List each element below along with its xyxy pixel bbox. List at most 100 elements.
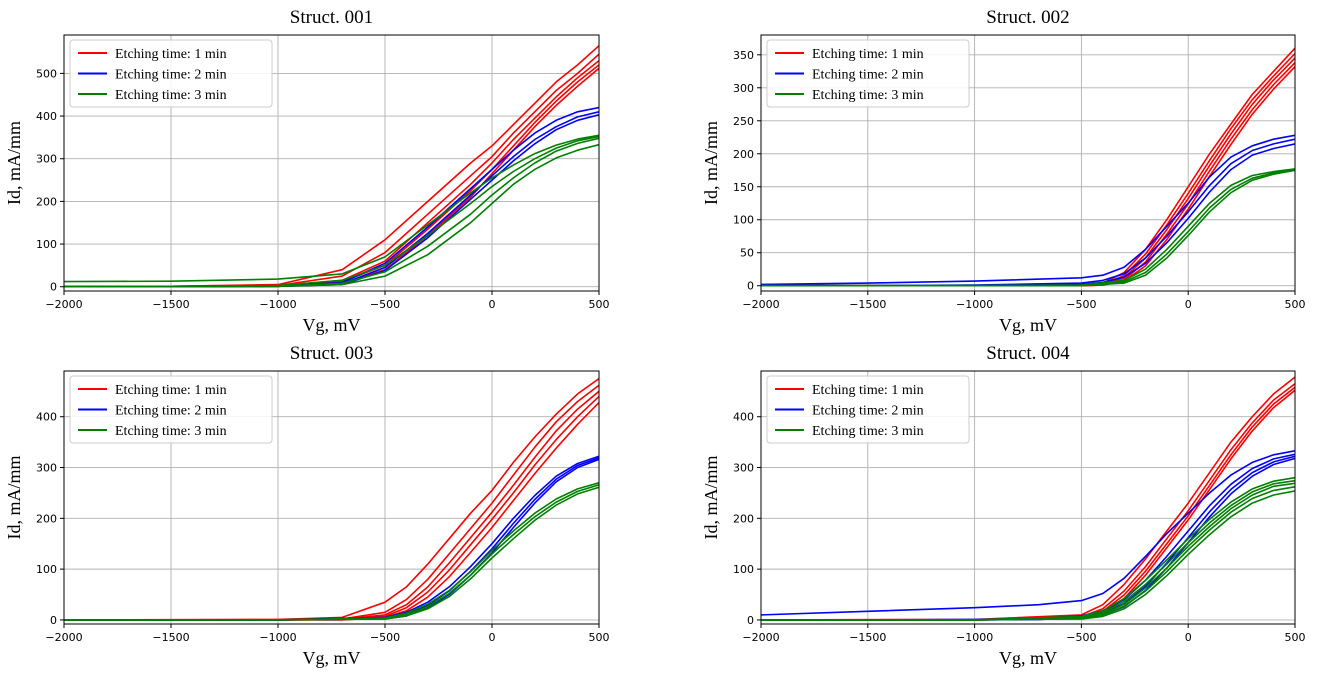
series-line — [64, 458, 599, 621]
chart-panel-2: −2000 −1500 −1000 −500 0 500 0 50 100 150 200 250 30… — [701, 7, 1306, 335]
x-tick-label: −1500 — [152, 631, 189, 644]
legend: Etching time: 1 min Etching time: 2 min Et… — [766, 39, 970, 108]
y-tick-label: 0 — [50, 614, 57, 627]
x-tick-label: 0 — [1185, 631, 1192, 644]
series-line — [761, 134, 1295, 286]
axes-frame — [63, 34, 600, 292]
x-tick-label: −1000 — [956, 298, 993, 311]
x-tick-label: 500 — [1285, 298, 1306, 311]
series-2 — [761, 450, 1295, 621]
series-line — [64, 455, 599, 621]
x-axis-label: Vg, mV — [999, 315, 1057, 335]
x-axis-label: Vg, mV — [303, 315, 361, 335]
legend-box — [69, 39, 273, 108]
x-axis-label: Vg, mV — [303, 648, 361, 668]
y-tick-label: 0 — [747, 280, 754, 293]
series-line — [761, 450, 1295, 616]
y-tick-label: 50 — [740, 247, 754, 260]
chart-title: Struct. 002 — [986, 7, 1069, 28]
y-tick-label: 150 — [733, 181, 754, 194]
y-tick-label: 350 — [733, 49, 754, 62]
x-tick-label: 500 — [589, 298, 610, 311]
legend-entry: Etching time: 2 min — [812, 68, 924, 83]
legend-entry: Etching time: 2 min — [115, 404, 227, 419]
series-line — [761, 482, 1295, 621]
y-tick-label: 200 — [733, 512, 754, 525]
legend-entry: Etching time: 2 min — [812, 404, 924, 419]
series-line — [64, 45, 599, 288]
legend-entry: Etching time: 1 min — [115, 47, 227, 62]
legend-box — [766, 39, 970, 108]
legend-box — [69, 375, 273, 444]
legend-entry: Etching time: 2 min — [115, 68, 227, 83]
x-tick-label: −1000 — [956, 631, 993, 644]
y-axis-label: Id, mA/mm — [701, 456, 721, 540]
series-line — [64, 484, 599, 621]
series-line — [64, 486, 599, 621]
legend-box — [766, 375, 970, 444]
series-line — [64, 137, 599, 288]
x-tick-label: 500 — [1285, 631, 1306, 644]
y-tick-label: 200 — [36, 512, 57, 525]
legend-entry: Etching time: 3 min — [812, 88, 924, 103]
series-3 — [64, 482, 599, 621]
y-tick-label: 250 — [733, 115, 754, 128]
y-tick-label: 0 — [747, 614, 754, 627]
series-line — [64, 134, 599, 283]
chart-title: Struct. 004 — [986, 343, 1070, 364]
y-tick-label: 0 — [50, 281, 57, 294]
y-tick-label: 400 — [733, 411, 754, 424]
x-tick-label: −2000 — [742, 298, 779, 311]
y-tick-label: 200 — [733, 148, 754, 161]
chart-panel-1: −2000 −1500 −1000 −500 0 500 0 100 200 300 400 500 S… — [4, 7, 610, 335]
y-axis-label: Id, mA/mm — [4, 456, 24, 540]
x-axis-label: Vg, mV — [999, 648, 1057, 668]
x-tick-label: −500 — [370, 631, 400, 644]
y-tick-label: 100 — [36, 563, 57, 576]
legend-entry: Etching time: 3 min — [115, 424, 227, 439]
y-tick-label: 400 — [36, 110, 57, 123]
y-axis-label: Id, mA/mm — [701, 121, 721, 205]
series-line — [761, 453, 1295, 621]
x-tick-label: −1500 — [849, 298, 886, 311]
legend-entry: Etching time: 1 min — [115, 383, 227, 398]
legend-entry: Etching time: 3 min — [812, 424, 924, 439]
y-tick-label: 100 — [733, 563, 754, 576]
legend-entry: Etching time: 3 min — [115, 88, 227, 103]
x-tick-label: −1000 — [259, 298, 296, 311]
chart-panel-4: −2000 −1500 −1000 −500 0 500 0 100 200 300 400 Stru… — [701, 343, 1306, 668]
series-3 — [761, 168, 1295, 287]
y-tick-label: 300 — [36, 462, 57, 475]
x-tick-label: −2000 — [45, 298, 82, 311]
axes-frame — [760, 370, 1296, 625]
series-line — [761, 490, 1295, 621]
y-tick-label: 300 — [733, 462, 754, 475]
series-line — [64, 143, 599, 288]
x-tick-label: −2000 — [45, 631, 82, 644]
y-tick-label: 300 — [733, 82, 754, 95]
series-line — [761, 376, 1295, 621]
series-line — [761, 479, 1295, 621]
series-line — [761, 169, 1295, 287]
legend: Etching time: 1 min Etching time: 2 min Et… — [766, 375, 970, 444]
x-tick-label: −1500 — [152, 298, 189, 311]
chart-panel-3: −2000 −1500 −1000 −500 0 500 0 100 200 300 400 Stru… — [4, 343, 610, 668]
legend: Etching time: 1 min Etching time: 2 min Et… — [69, 39, 273, 108]
x-tick-label: −500 — [1066, 631, 1096, 644]
x-tick-label: −1500 — [849, 631, 886, 644]
y-tick-label: 400 — [36, 411, 57, 424]
series-line — [64, 457, 599, 621]
series-line — [761, 138, 1295, 287]
x-tick-label: −500 — [1066, 298, 1096, 311]
y-tick-label: 100 — [36, 238, 57, 251]
x-tick-label: 0 — [489, 298, 496, 311]
axes-frame — [760, 34, 1296, 292]
legend: Etching time: 1 min Etching time: 2 min Et… — [69, 375, 273, 444]
axes-frame — [63, 370, 600, 625]
series-3 — [761, 476, 1295, 621]
chart-title: Struct. 003 — [290, 343, 373, 364]
series-line — [64, 482, 599, 621]
y-tick-label: 100 — [733, 214, 754, 227]
series-line — [64, 377, 599, 621]
